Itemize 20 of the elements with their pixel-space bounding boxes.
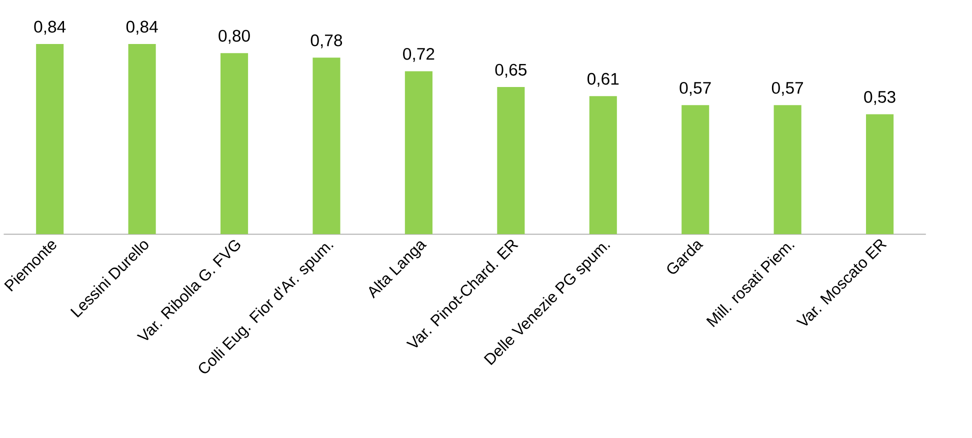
data-label: 0,84	[34, 20, 66, 35]
data-label: 0,84	[126, 20, 158, 35]
bar	[404, 71, 432, 234]
bar	[774, 105, 802, 234]
bar	[128, 44, 156, 234]
bar	[220, 53, 248, 234]
data-label: 0,53	[864, 91, 896, 105]
bar	[497, 87, 525, 234]
data-label: 0,57	[772, 82, 803, 96]
bar	[682, 105, 710, 234]
bar	[866, 114, 894, 234]
data-label: 0,61	[588, 72, 619, 87]
data-label: 0,57	[680, 82, 711, 96]
data-label: 0,72	[403, 48, 434, 62]
data-label: 0,65	[495, 64, 526, 78]
bar	[589, 96, 617, 234]
bar	[36, 44, 64, 234]
data-label: 0,80	[218, 30, 250, 44]
data-label: 0,78	[310, 34, 342, 48]
bar	[312, 58, 340, 234]
